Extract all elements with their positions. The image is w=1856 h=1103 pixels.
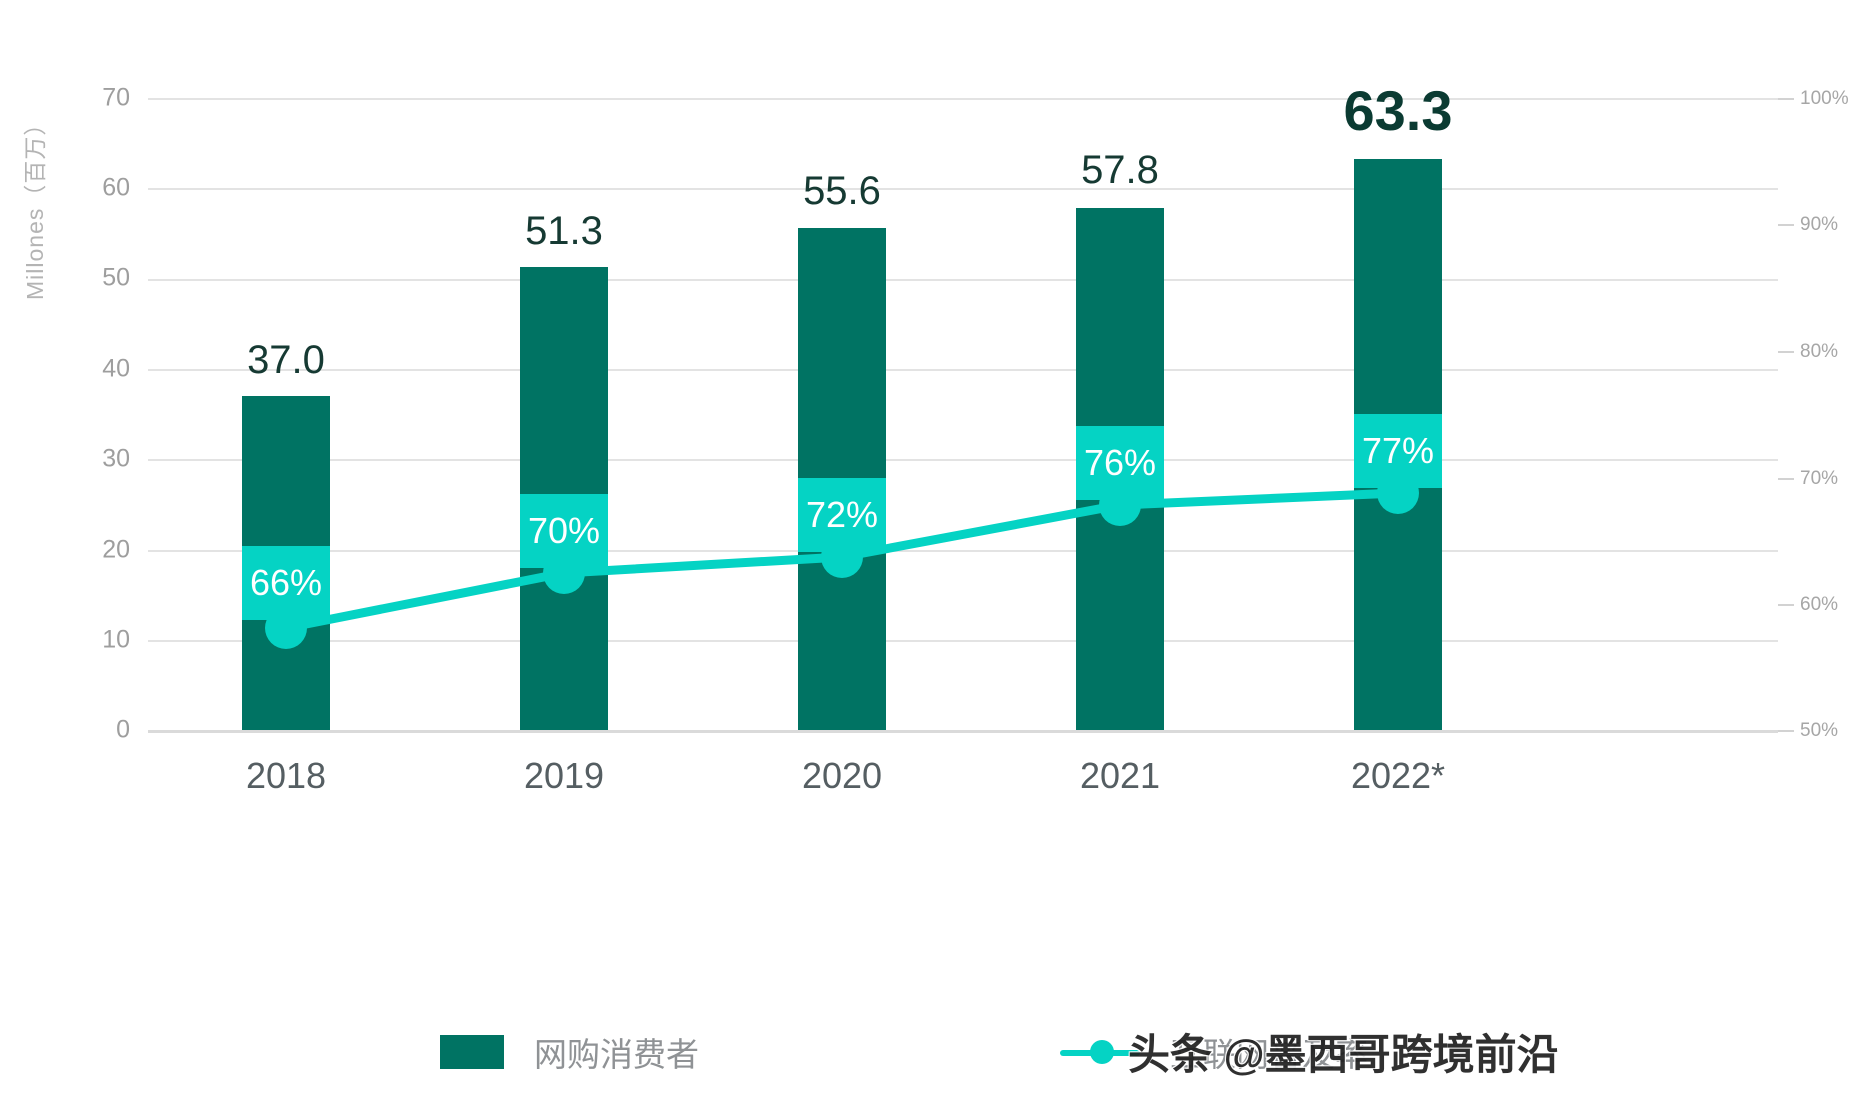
gridline-70: [148, 98, 1778, 100]
watermark-text: 头条 @墨西哥跨境前沿: [1128, 1031, 1559, 1078]
y-axis-title: Millones（百万）: [22, 111, 48, 300]
y2-tick-mark-90: [1778, 224, 1794, 226]
legend-label-line-series: 互联网普及率: [1170, 1036, 1368, 1073]
pct-badge-2020: 72%: [798, 478, 886, 552]
y-axis-tick-0: 0: [116, 715, 130, 744]
bar-value-2018: 37.0: [247, 338, 325, 382]
y-axis-tick-30: 30: [102, 444, 130, 473]
bar-value-2021: 57.8: [1081, 148, 1159, 192]
plot-area: [148, 98, 1778, 733]
legend-line-icon: [1060, 1035, 1140, 1069]
x-axis-label-2022: 2022*: [1350, 755, 1446, 796]
legend-swatch-icon: [440, 1035, 504, 1069]
gridline-40: [148, 369, 1778, 371]
y2-axis-tick-90: 90%: [1800, 214, 1839, 235]
bar-value-2022: 63.3: [1343, 79, 1453, 142]
y2-axis-tick-100: 100%: [1800, 88, 1849, 109]
x-axis-label-2018: 2018: [245, 755, 327, 796]
x-axis-label-2021: 2021: [1079, 755, 1161, 796]
y-axis-tick-20: 20: [102, 535, 130, 564]
y2-axis-tick-80: 80%: [1800, 341, 1839, 362]
y2-tick-mark-50: [1778, 730, 1794, 732]
y-axis-tick-10: 10: [102, 625, 130, 654]
bar-value-2019: 51.3: [525, 209, 603, 253]
y2-axis-tick-60: 60%: [1800, 594, 1839, 615]
gridline-30: [148, 459, 1778, 461]
legend-item-bar-series[interactable]: 网购消费者: [440, 1028, 699, 1076]
y-axis-tick-50: 50: [102, 263, 130, 292]
y-axis-tick-70: 70: [102, 83, 130, 112]
y2-tick-mark-60: [1778, 604, 1794, 606]
y-axis-tick-60: 60: [102, 173, 130, 202]
y2-tick-mark-100: [1778, 98, 1794, 100]
pct-badge-2018: 66%: [242, 546, 330, 620]
bar-value-2020: 55.6: [803, 169, 881, 213]
y-axis-tick-40: 40: [102, 354, 130, 383]
legend-item-line-series[interactable]: 互联网普及率: [1060, 1028, 1368, 1076]
pct-badge-2019: 70%: [520, 494, 608, 568]
axis-baseline: [148, 730, 1778, 733]
legend-label-bar-series: 网购消费者: [534, 1036, 699, 1073]
legend-line-dot-icon: [1090, 1040, 1114, 1064]
gridline-20: [148, 550, 1778, 552]
gridline-10: [148, 640, 1778, 642]
x-axis-label-2019: 2019: [523, 755, 605, 796]
chart-legend: 网购消费者 互联网普及率: [0, 1020, 1856, 1080]
gridline-60: [148, 188, 1778, 190]
y2-axis-tick-50: 50%: [1800, 720, 1839, 741]
y2-tick-mark-80: [1778, 351, 1794, 353]
gridline-50: [148, 279, 1778, 281]
pct-badge-2022: 77%: [1354, 414, 1442, 488]
y2-tick-mark-70: [1778, 478, 1794, 480]
y2-axis-tick-70: 70%: [1800, 468, 1839, 489]
x-axis-label-2020: 2020: [801, 755, 883, 796]
pct-badge-2021: 76%: [1076, 426, 1164, 500]
